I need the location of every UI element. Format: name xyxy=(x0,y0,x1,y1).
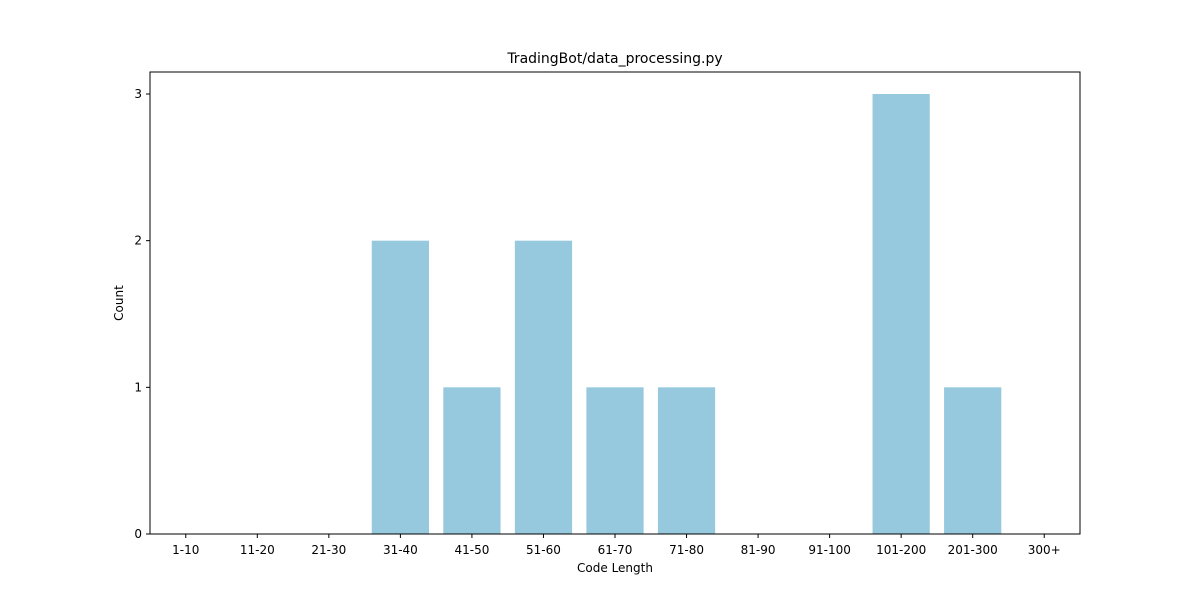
bar-31-40 xyxy=(371,240,429,535)
y-axis-label: Count xyxy=(112,285,126,321)
x-tick-label: 71-80 xyxy=(669,543,704,557)
chart-title: TradingBot/data_processing.py xyxy=(506,51,722,67)
x-axis-label: Code Length xyxy=(577,561,653,575)
y-tick-label: 3 xyxy=(134,87,142,101)
bar-201-300 xyxy=(944,387,1002,534)
bar-41-50 xyxy=(443,387,501,534)
x-tick-label: 300+ xyxy=(1028,543,1061,557)
x-tick-label: 1-10 xyxy=(172,543,199,557)
x-tick-label: 81-90 xyxy=(741,543,776,557)
x-tick-label: 91-100 xyxy=(808,543,851,557)
bar-61-70 xyxy=(586,387,644,534)
bars xyxy=(371,94,1002,535)
y-tick-label: 2 xyxy=(134,234,142,248)
x-tick-label: 11-20 xyxy=(240,543,275,557)
x-tick-label: 61-70 xyxy=(598,543,633,557)
x-tick-label: 41-50 xyxy=(454,543,489,557)
bar-101-200 xyxy=(872,94,930,534)
x-tick-label: 101-200 xyxy=(876,543,926,557)
x-tick-label: 31-40 xyxy=(383,543,418,557)
y-tick-label: 1 xyxy=(134,380,142,394)
bar-51-60 xyxy=(514,240,573,535)
x-tick-label: 201-300 xyxy=(948,543,998,557)
bar-71-80 xyxy=(657,387,716,534)
x-tick-label: 51-60 xyxy=(526,543,561,557)
y-tick-label: 0 xyxy=(134,527,142,541)
x-axis: 1-10 11-20 21-30 31-40 41-50 51-60 61-70 71-80 8… xyxy=(172,534,1061,557)
y-axis: 0 1 2 3 xyxy=(134,87,150,541)
x-tick-label: 21-30 xyxy=(311,543,346,557)
